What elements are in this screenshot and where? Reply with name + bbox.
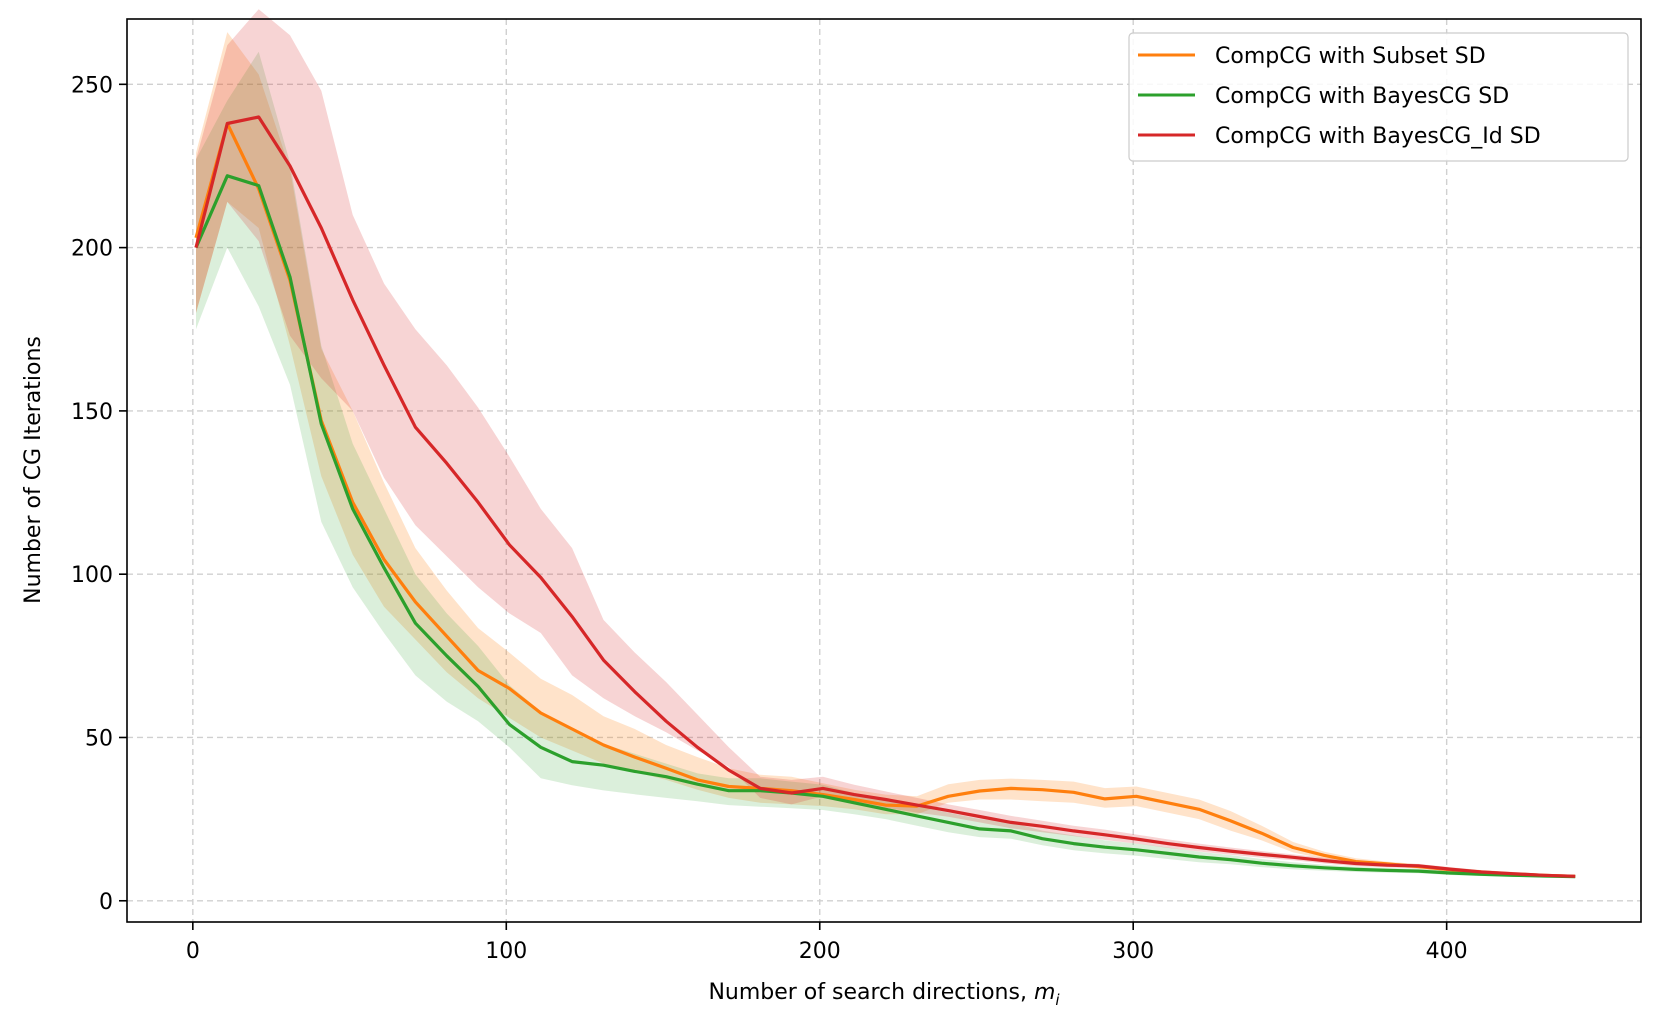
line-subset — [194, 121, 1576, 878]
y-tick-label: 0 — [99, 890, 113, 915]
x-tick-label: 0 — [186, 939, 200, 964]
plot-frame — [126, 18, 1642, 923]
y-tick-label: 200 — [71, 237, 113, 262]
confidence-bands — [196, 9, 1576, 878]
legend-label-bayescg: CompCG with BayesCG SD — [1215, 84, 1509, 109]
band-bayescg-id — [196, 9, 1576, 878]
x-axis-label-math: m — [1034, 980, 1055, 1005]
y-tick-label: 150 — [71, 400, 113, 425]
x-tick-label: 300 — [1112, 939, 1154, 964]
legend: CompCG with Subset SD CompCG with BayesC… — [1128, 32, 1629, 162]
x-axis-ticks: 0 100 200 300 400 — [186, 922, 1468, 964]
series-lines — [194, 115, 1576, 879]
y-axis-label: Number of CG Iterations — [21, 336, 46, 604]
x-tick-label: 400 — [1426, 939, 1468, 964]
y-axis-ticks: 0 50 100 150 200 250 — [71, 73, 127, 915]
x-tick-label: 200 — [799, 939, 841, 964]
x-axis-label-subscript: i — [1055, 991, 1060, 1009]
x-tick-label: 100 — [485, 939, 527, 964]
legend-label-bayescg-id: CompCG with BayesCG_Id SD — [1215, 124, 1541, 149]
y-tick-label: 50 — [85, 726, 113, 751]
legend-box — [1128, 32, 1629, 162]
line-bayescg-id — [194, 115, 1576, 878]
y-tick-label: 100 — [71, 563, 113, 588]
legend-label-subset: CompCG with Subset SD — [1215, 44, 1486, 69]
x-axis-label: Number of search directions, mi — [708, 980, 1060, 1009]
y-tick-label: 250 — [71, 73, 113, 98]
line-bayescg — [194, 174, 1576, 879]
x-axis-label-text: Number of search directions, — [708, 980, 1034, 1005]
